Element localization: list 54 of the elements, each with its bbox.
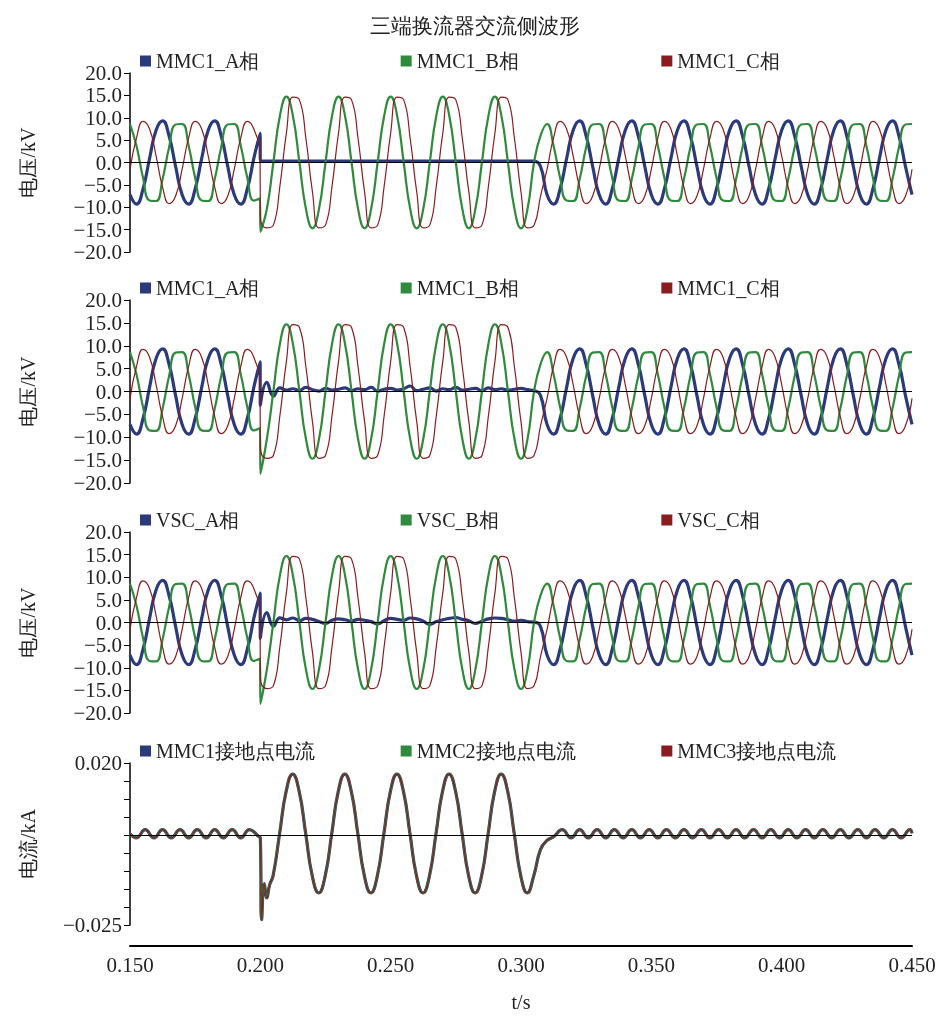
chart-title: 三端换流器交流侧波形 [370, 13, 580, 38]
x-tick-label: 0.450 [888, 952, 936, 977]
y-tick-label: 5.0 [95, 587, 122, 612]
legend-label: MMC1_C相 [677, 277, 780, 299]
y-axis-title: 电压/kV [17, 355, 39, 427]
legend-label: MMC2接地点电流 [416, 740, 576, 762]
y-tick-label: 20.0 [85, 288, 122, 312]
y-tick-label: 15.0 [85, 542, 122, 567]
y-tick-label: −10.0 [73, 655, 122, 680]
y-tick-label: 20.0 [85, 61, 122, 85]
x-tick-label: 0.350 [627, 952, 675, 977]
legend-label: MMC1_C相 [677, 50, 780, 72]
y-tick-label: −15.0 [73, 448, 122, 473]
y-tick-label: −20.0 [73, 471, 122, 495]
legend-label: MMC1_B相 [416, 50, 519, 72]
x-tick-label: 0.250 [367, 952, 415, 977]
x-tick-label: 0.200 [236, 952, 284, 977]
y-tick-label: 0.0 [95, 150, 122, 175]
y-tick-label: −5.0 [83, 172, 122, 197]
y-tick-label: −15.0 [73, 217, 122, 242]
legend-label: MMC1接地点电流 [156, 740, 315, 762]
x-tick-label: 0.150 [106, 952, 154, 977]
legend-label: MMC1_A相 [156, 277, 260, 299]
y-tick-label: 15.0 [85, 310, 122, 335]
y-tick-label: 20.0 [85, 520, 122, 544]
legend-label: MMC1_B相 [416, 277, 519, 299]
y-axis-title: 电压/kV [17, 586, 39, 658]
y-tick-label: −15.0 [73, 678, 122, 703]
x-axis-title: t/s [511, 991, 531, 1013]
y-axis-title: 电压/kV [17, 126, 39, 198]
x-tick-label: 0.400 [758, 952, 806, 977]
x-tick-label: 0.300 [497, 952, 545, 977]
legend-label: MMC3接地点电流 [677, 740, 837, 762]
y-tick-label: −20.0 [73, 701, 122, 725]
y-tick-label: 5.0 [95, 128, 122, 153]
y-tick-label: −5.0 [83, 402, 122, 427]
y-tick-label: 10.0 [85, 333, 122, 358]
y-tick-label: 5.0 [95, 356, 122, 381]
y-tick-label: −10.0 [73, 195, 122, 220]
y-axis-title: 电流/kA [17, 808, 39, 879]
y-tick-label: −10.0 [73, 425, 122, 450]
y-tick-label: 10.0 [85, 565, 122, 590]
y-tick-label: −5.0 [83, 633, 122, 658]
y-tick-label: 0.0 [95, 610, 122, 635]
y-tick-label: 15.0 [85, 83, 122, 108]
legend-label: MMC1_A相 [156, 50, 260, 72]
y-tick-label: −0.025 [62, 913, 122, 937]
y-tick-label: 0.020 [74, 751, 122, 775]
legend-label: VSC_A相 [156, 509, 240, 531]
legend-label: VSC_B相 [416, 509, 499, 531]
legend-label: VSC_C相 [677, 509, 760, 531]
y-tick-label: 0.0 [95, 379, 122, 404]
y-tick-label: 10.0 [85, 105, 122, 130]
y-tick-label: −20.0 [73, 240, 122, 264]
